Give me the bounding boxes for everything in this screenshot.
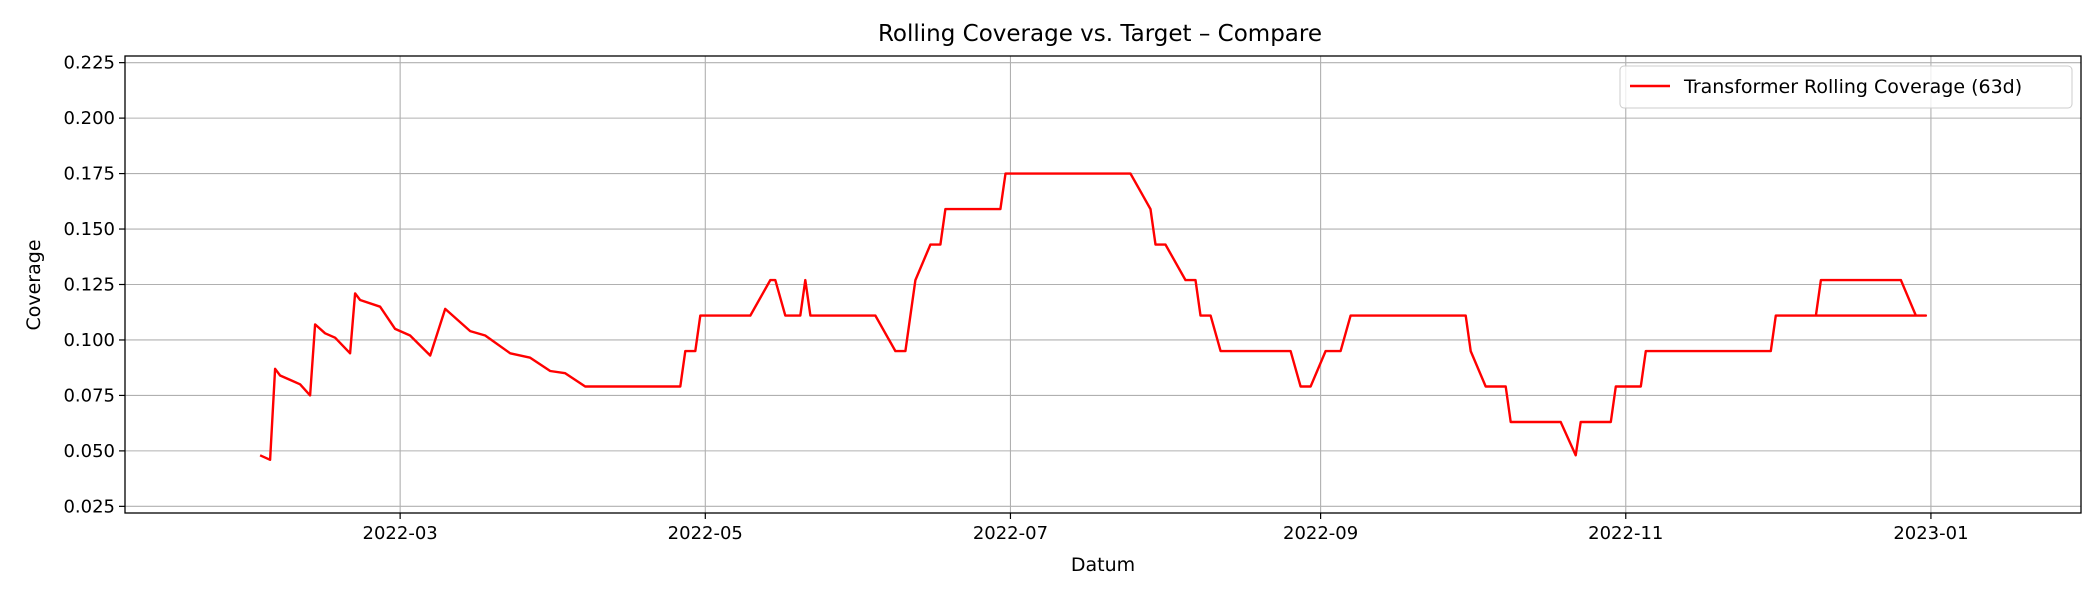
x-tick-label: 2023-01	[1893, 523, 1968, 544]
chart-title: Rolling Coverage vs. Target – Compare	[878, 21, 1322, 47]
x-tick-label: 2022-03	[363, 523, 438, 544]
x-tick-label: 2022-05	[668, 523, 743, 544]
x-axis-ticks: 2022-03 2022-05 2022-07 2022-09 2022-11 2023-…	[363, 513, 1969, 544]
x-axis-label: Datum	[1071, 554, 1135, 576]
y-axis-label: Coverage	[23, 239, 45, 330]
y-tick-label: 0.150	[63, 219, 115, 240]
x-tick-label: 2022-09	[1283, 523, 1358, 544]
y-tick-label: 0.225	[63, 53, 115, 74]
series-line	[259, 172, 1928, 461]
legend: Transformer Rolling Coverage (63d)	[1619, 65, 2073, 109]
x-tick-label: 2022-11	[1588, 523, 1663, 544]
grid-lines	[125, 56, 2081, 513]
y-tick-label: 0.025	[63, 496, 115, 517]
y-tick-label: 0.175	[63, 164, 115, 185]
x-tick-label: 2022-07	[973, 523, 1048, 544]
y-tick-label: 0.200	[63, 108, 115, 129]
y-axis-ticks: 0.025 0.050 0.075 0.100 0.125 0.150 0.175 0.200…	[63, 53, 125, 517]
legend-box	[1619, 65, 2073, 109]
series-lines	[259, 172, 1928, 461]
legend-label: Transformer Rolling Coverage (63d)	[1683, 76, 2022, 98]
y-tick-label: 0.075	[63, 385, 115, 406]
y-tick-label: 0.125	[63, 275, 115, 296]
y-tick-label: 0.100	[63, 330, 115, 351]
y-tick-label: 0.050	[63, 441, 115, 462]
